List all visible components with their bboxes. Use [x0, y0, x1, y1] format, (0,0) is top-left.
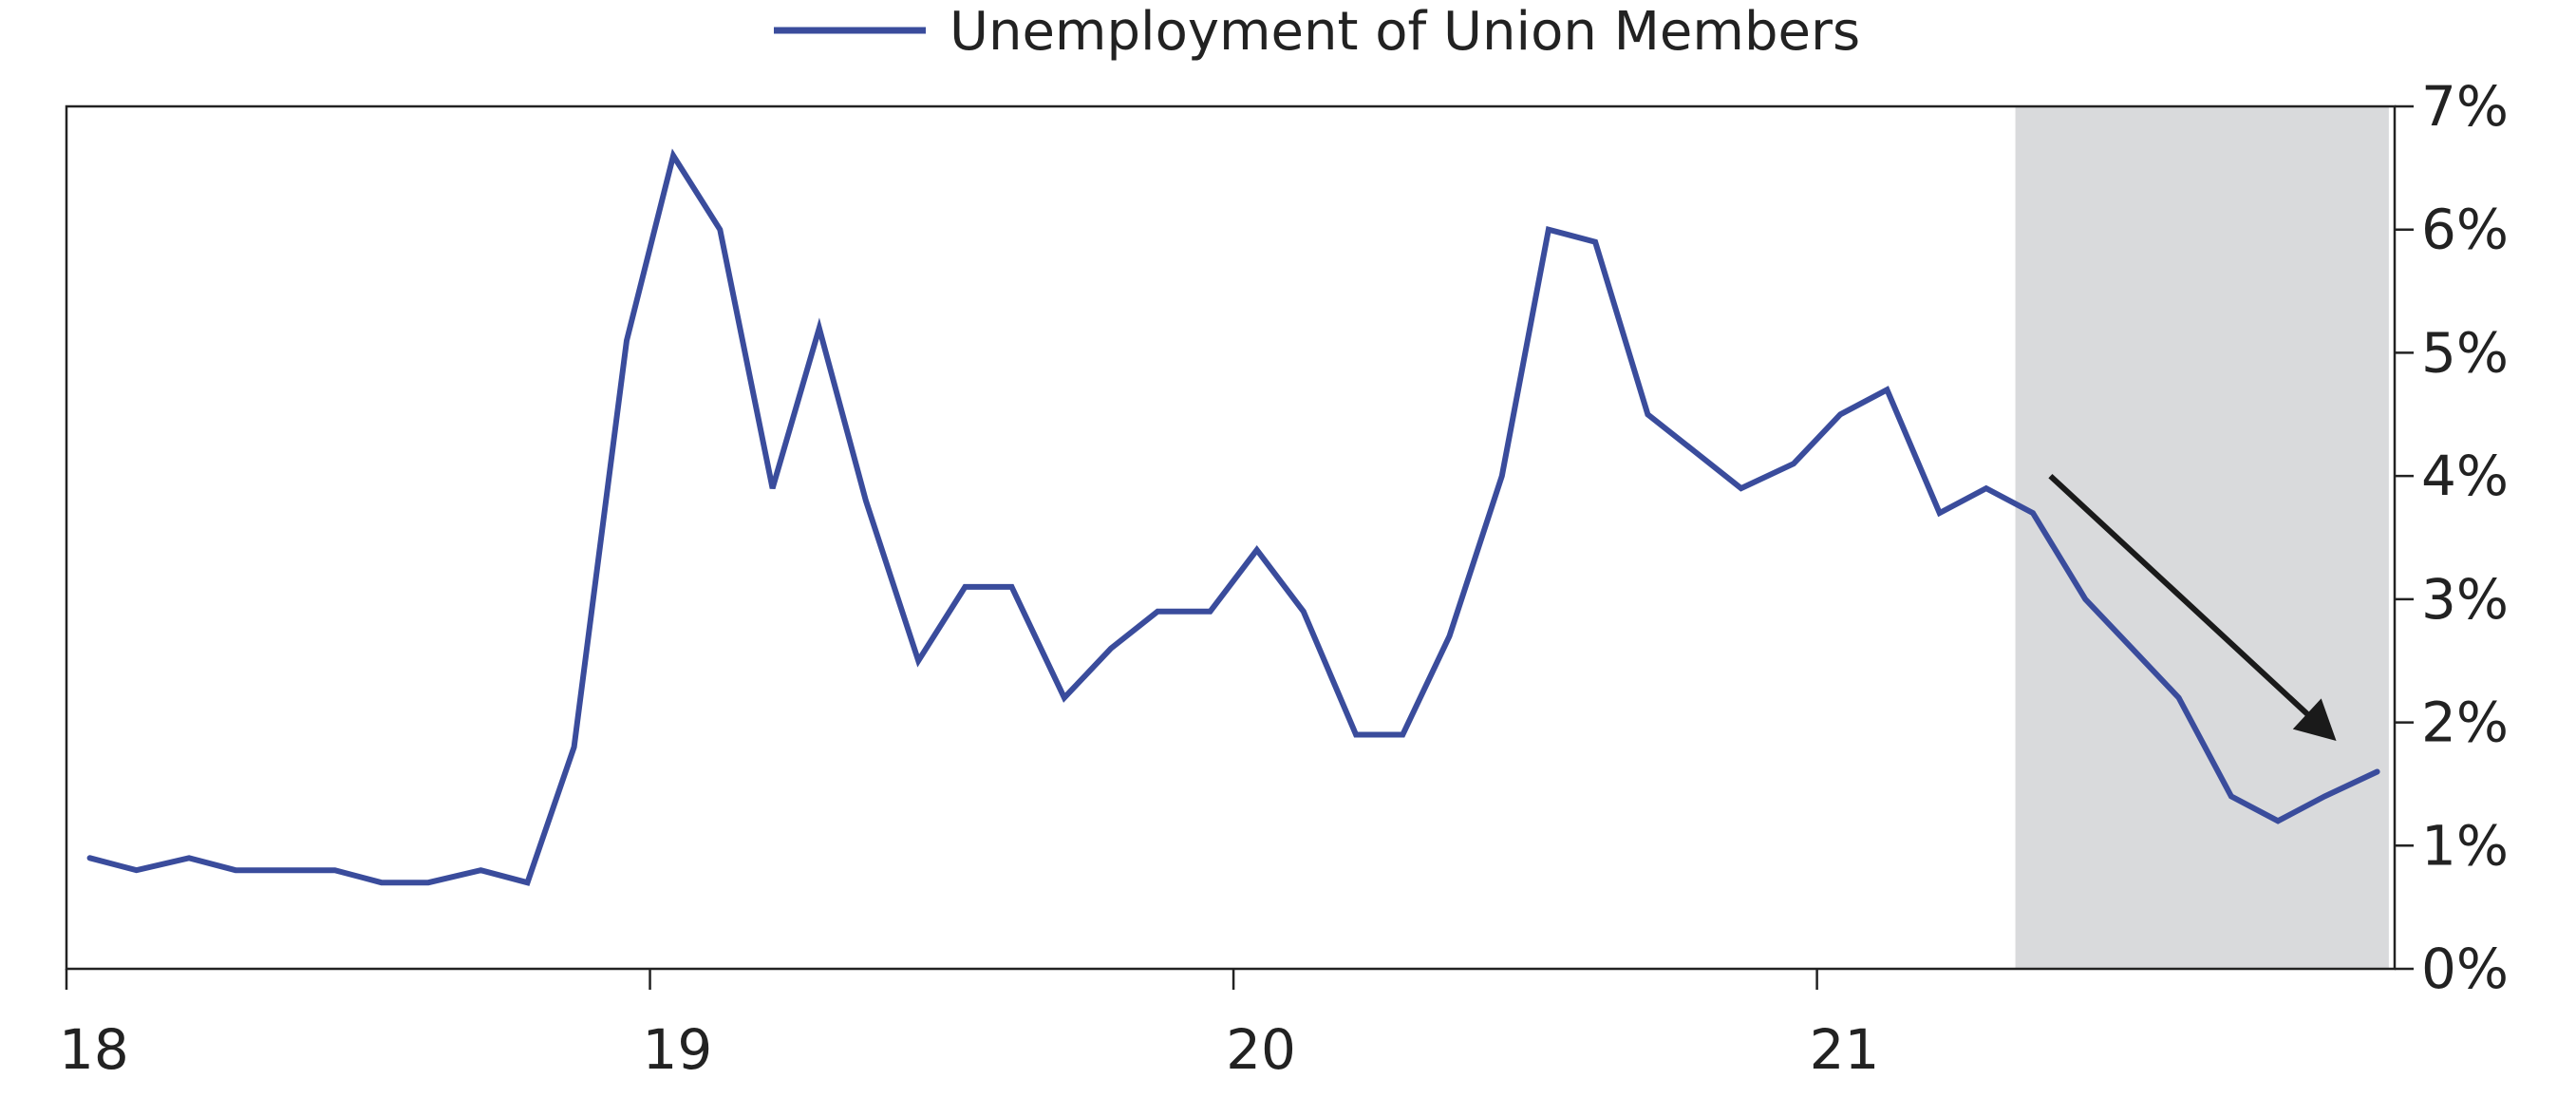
arrow-head	[2292, 698, 2337, 742]
y-tick-label: 4%	[2421, 444, 2509, 508]
x-tick-label: 19	[643, 1017, 713, 1082]
arrow-shaft	[2048, 473, 2312, 719]
y-tick-label: 7%	[2421, 74, 2509, 139]
x-tick-label: 20	[1226, 1017, 1296, 1082]
legend: Unemployment of Union Members	[774, 1, 1860, 63]
y-tick-label: 6%	[2421, 198, 2509, 262]
legend-label: Unemployment of Union Members	[950, 1, 1860, 63]
y-axis: 0% 1% 2% 3% 4% 5% 6% 7%	[2395, 74, 2509, 1001]
x-tick-label: 18	[59, 1017, 129, 1082]
y-tick-label: 3%	[2421, 567, 2509, 632]
shaded-region	[2015, 106, 2389, 969]
y-tick-label: 0%	[2421, 937, 2509, 1001]
y-tick-label: 5%	[2421, 320, 2509, 385]
x-axis: 18 19 20 21	[59, 969, 1879, 1082]
series-line-unemployment-union-members	[86, 148, 2380, 886]
plot-frame	[65, 104, 2397, 971]
y-tick-label: 1%	[2421, 813, 2509, 878]
trend-arrow	[2048, 473, 2337, 742]
y-tick-label: 2%	[2421, 691, 2509, 755]
x-tick-label: 21	[1810, 1017, 1880, 1082]
